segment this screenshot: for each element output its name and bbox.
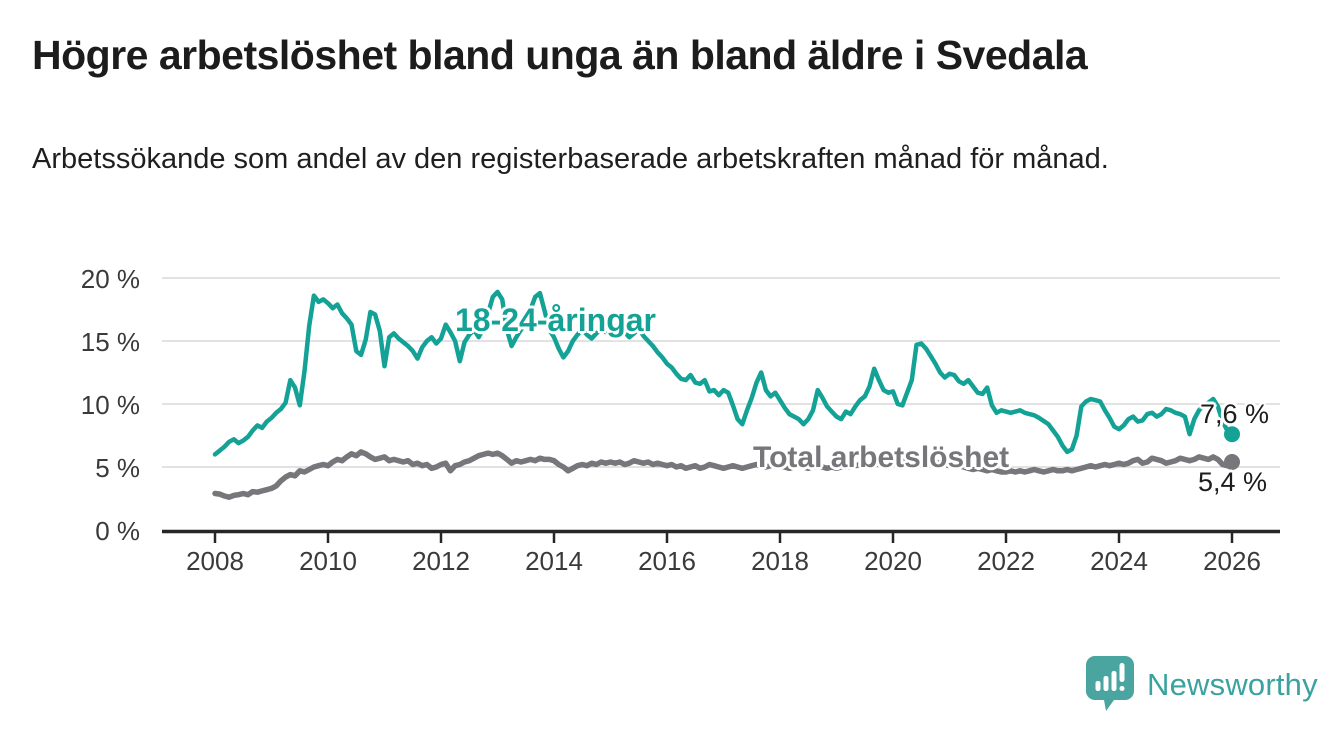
x-tick-2012: 2012 [412, 546, 470, 576]
y-tick-5: 5 % [95, 453, 140, 483]
y-tick-0: 0 % [95, 516, 140, 546]
newsworthy-logo[interactable]: Newsworthy [1085, 655, 1318, 715]
x-tick-2016: 2016 [638, 546, 696, 576]
total-line-end-dot [1224, 454, 1240, 470]
series-label-youth: 18-24-åringar [455, 302, 656, 338]
x-tick-2008: 2008 [186, 546, 244, 576]
x-axis-tick-marks [213, 533, 1234, 543]
end-value-total: 5,4 % [1198, 467, 1268, 497]
x-tick-2020: 2020 [864, 546, 922, 576]
brand-name: Newsworthy [1147, 667, 1318, 702]
page-title: Högre arbetslöshet bland unga än bland ä… [32, 32, 1088, 78]
chart-subtitle: Arbetssökande som andel av den registerb… [32, 143, 1109, 175]
y-tick-10: 10 % [80, 390, 140, 420]
x-tick-2026: 2026 [1203, 546, 1261, 576]
youth-unemployment-line [212, 289, 1235, 457]
x-tick-2022: 2022 [977, 546, 1035, 576]
y-tick-15: 15 % [80, 327, 140, 357]
x-tick-2014: 2014 [525, 546, 583, 576]
end-value-youth: 7,6 % [1200, 399, 1270, 429]
x-tick-2024: 2024 [1090, 546, 1148, 576]
youth-line-end-dot [1224, 426, 1240, 443]
total-unemployment-line [212, 449, 1235, 500]
bar-chart-speech-bubble-icon [1086, 656, 1134, 711]
y-tick-20: 20 % [80, 264, 140, 294]
x-tick-2010: 2010 [299, 546, 357, 576]
x-tick-2018: 2018 [751, 546, 809, 576]
series-label-total: Total arbetslöshet [753, 441, 1010, 474]
